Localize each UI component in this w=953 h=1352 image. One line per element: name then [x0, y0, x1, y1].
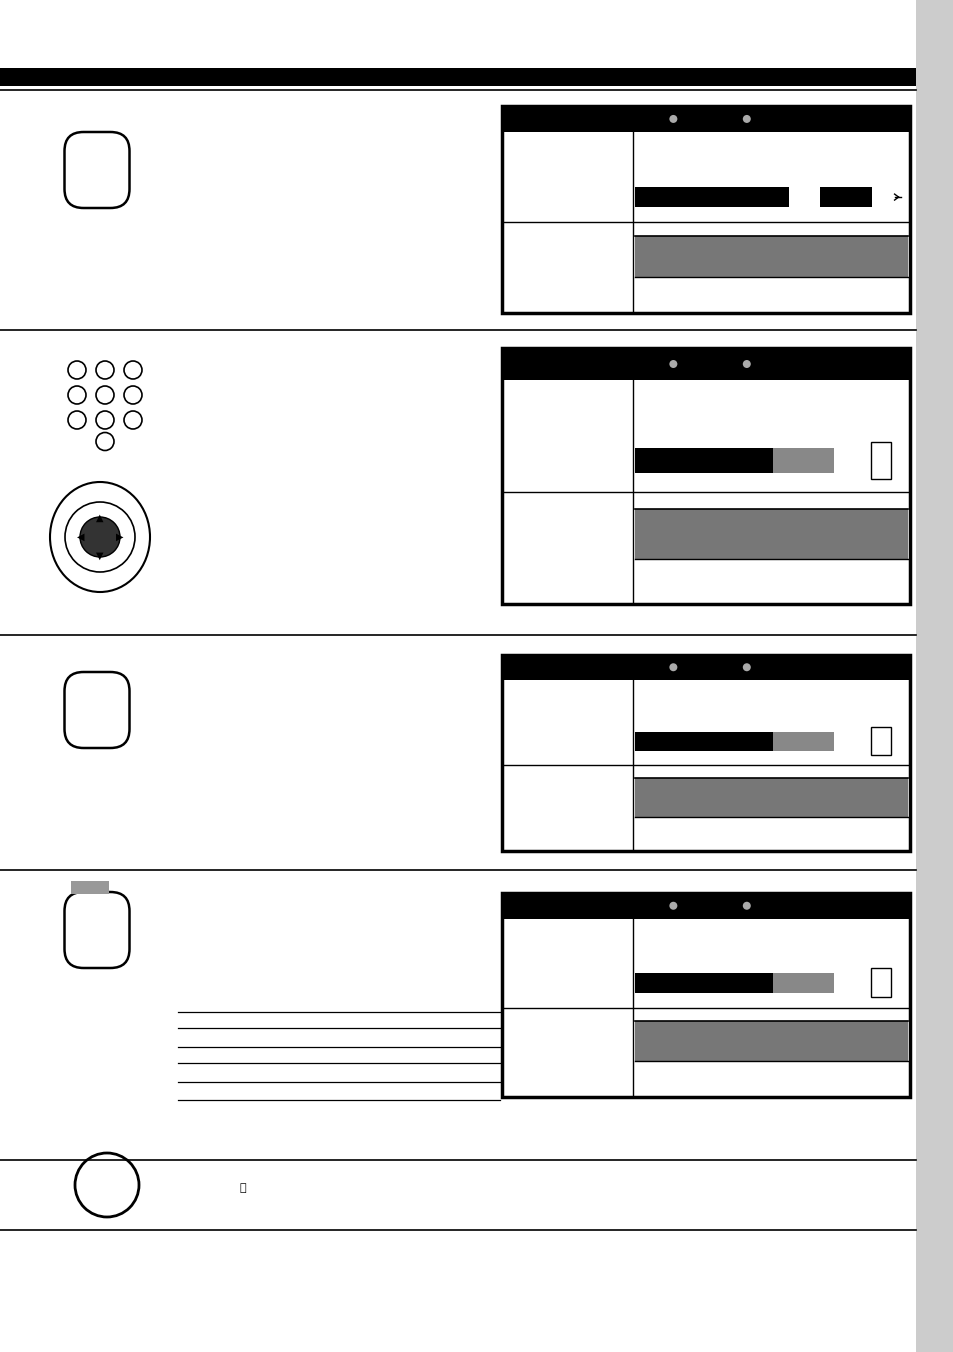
Circle shape — [65, 502, 135, 572]
Circle shape — [80, 516, 120, 557]
Circle shape — [68, 361, 86, 379]
Bar — [501, 654, 909, 850]
Circle shape — [96, 433, 113, 450]
Bar — [501, 894, 909, 1096]
Circle shape — [742, 664, 750, 671]
Circle shape — [124, 387, 142, 404]
Circle shape — [669, 902, 677, 910]
Ellipse shape — [50, 483, 150, 592]
Circle shape — [742, 360, 750, 368]
Circle shape — [124, 411, 142, 429]
Circle shape — [742, 115, 750, 123]
Bar — [634, 237, 907, 277]
Bar — [71, 880, 109, 894]
Text: ▶: ▶ — [115, 531, 123, 542]
Bar — [0, 68, 915, 87]
Text: ▼: ▼ — [96, 552, 104, 561]
Text: ⏻: ⏻ — [239, 1183, 246, 1192]
Circle shape — [124, 361, 142, 379]
Circle shape — [96, 387, 113, 404]
Bar — [915, 0, 953, 1352]
FancyBboxPatch shape — [65, 672, 130, 748]
Circle shape — [75, 1153, 139, 1217]
Circle shape — [669, 664, 677, 671]
Bar — [870, 727, 890, 756]
Bar — [634, 187, 788, 207]
Bar — [788, 187, 820, 207]
Bar — [773, 973, 834, 992]
Bar — [820, 187, 871, 207]
Circle shape — [669, 360, 677, 368]
Text: ◀: ◀ — [77, 531, 85, 542]
Bar — [773, 731, 834, 750]
Bar — [634, 973, 773, 992]
FancyBboxPatch shape — [65, 892, 130, 968]
Text: ▲: ▲ — [96, 512, 104, 523]
Bar — [634, 1021, 907, 1061]
Bar — [501, 105, 909, 132]
Bar — [634, 731, 773, 750]
Bar — [634, 449, 773, 473]
Circle shape — [96, 411, 113, 429]
FancyBboxPatch shape — [65, 132, 130, 208]
Circle shape — [68, 411, 86, 429]
Circle shape — [669, 115, 677, 123]
Bar — [634, 508, 907, 560]
Bar — [870, 442, 890, 479]
Bar — [501, 105, 909, 314]
Bar — [501, 347, 909, 380]
Bar — [773, 449, 834, 473]
Circle shape — [68, 387, 86, 404]
Circle shape — [742, 902, 750, 910]
Bar — [501, 894, 909, 918]
Bar — [501, 654, 909, 680]
Bar — [501, 347, 909, 604]
Bar — [634, 779, 907, 817]
Bar — [870, 968, 890, 998]
Circle shape — [96, 361, 113, 379]
